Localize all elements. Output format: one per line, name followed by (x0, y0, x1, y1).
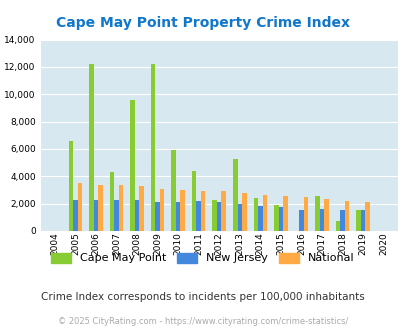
Bar (78, 183, 82, 231)
Bar (262, 195, 266, 231)
Bar (200, 191, 205, 231)
Bar (68, 141, 73, 231)
Bar (298, 210, 303, 231)
Bar (160, 189, 164, 231)
Bar (216, 202, 221, 231)
Bar (196, 201, 200, 231)
Bar (139, 186, 143, 231)
Text: © 2025 CityRating.com - https://www.cityrating.com/crime-statistics/: © 2025 CityRating.com - https://www.city… (58, 317, 347, 326)
Bar (180, 190, 185, 231)
Bar (282, 196, 287, 231)
Bar (364, 202, 369, 231)
Bar (360, 211, 364, 231)
Bar (339, 211, 344, 231)
Bar (232, 159, 237, 231)
Bar (98, 185, 102, 231)
Bar (319, 209, 323, 231)
Bar (130, 100, 134, 231)
Bar (119, 185, 123, 231)
Bar (212, 200, 216, 231)
Bar (253, 198, 258, 231)
Bar (109, 172, 114, 231)
Bar (114, 200, 119, 231)
Bar (151, 64, 155, 231)
Text: Crime Index corresponds to incidents per 100,000 inhabitants: Crime Index corresponds to incidents per… (41, 292, 364, 302)
Bar (344, 201, 348, 231)
Legend: Cape May Point, New Jersey, National: Cape May Point, New Jersey, National (51, 253, 354, 263)
Bar (355, 210, 360, 231)
Bar (73, 200, 78, 231)
Bar (171, 150, 175, 231)
Bar (192, 171, 196, 231)
Bar (237, 204, 241, 231)
Bar (335, 221, 339, 231)
Bar (94, 200, 98, 231)
Bar (221, 191, 226, 231)
Bar (273, 205, 278, 231)
Bar (175, 202, 180, 231)
Bar (89, 64, 94, 231)
Bar (134, 200, 139, 231)
Bar (314, 196, 319, 231)
Text: Cape May Point Property Crime Index: Cape May Point Property Crime Index (56, 16, 349, 30)
Bar (323, 199, 328, 231)
Bar (303, 197, 307, 231)
Bar (278, 207, 282, 231)
Bar (241, 193, 246, 231)
Bar (258, 206, 262, 231)
Bar (155, 202, 160, 231)
